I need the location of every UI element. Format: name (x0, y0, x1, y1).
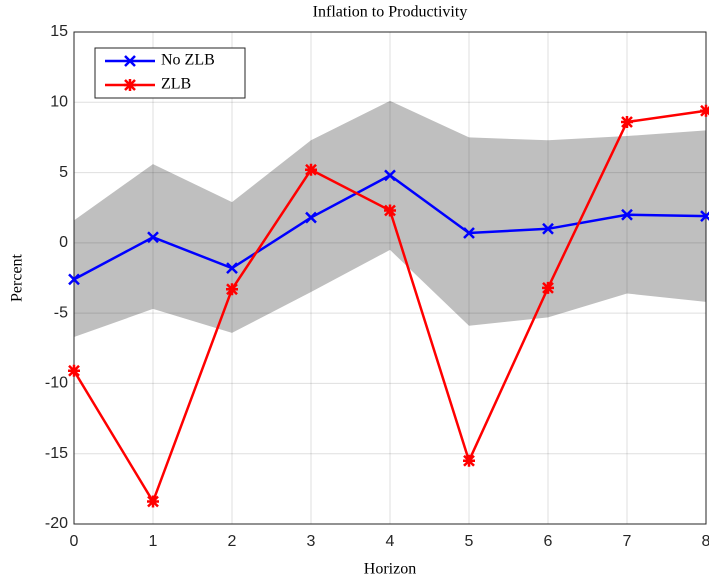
x-tick-label: 7 (623, 533, 632, 550)
marker (542, 222, 554, 235)
legend-box (94, 47, 246, 99)
marker (305, 163, 317, 176)
marker (621, 208, 633, 221)
x-tick-label: 2 (228, 533, 237, 550)
confidence-band (74, 100, 706, 338)
y-tick-label: -20 (45, 515, 68, 532)
y-tick-label: -5 (54, 304, 68, 321)
x-tick-label: 5 (465, 533, 474, 550)
marker (226, 283, 238, 296)
marker (147, 495, 159, 508)
marker (124, 79, 136, 91)
marker (147, 231, 159, 244)
y-tick-label: 5 (59, 164, 68, 181)
chart-title: Inflation to Productivity (313, 4, 468, 21)
y-tick-label: 0 (59, 234, 68, 251)
x-tick-label: 8 (702, 533, 709, 550)
x-tick-label: 3 (307, 533, 316, 550)
marker (305, 211, 317, 224)
marker (68, 364, 80, 377)
legend-label: ZLB (161, 76, 191, 93)
marker (700, 210, 709, 223)
x-tick-label: 6 (544, 533, 553, 550)
x-tick-label: 0 (70, 533, 79, 550)
marker (700, 104, 709, 117)
x-tick-label: 4 (386, 533, 395, 550)
x-axis-label: Horizon (364, 561, 416, 578)
marker (384, 204, 396, 217)
marker (68, 273, 80, 286)
y-tick-label: -15 (45, 445, 68, 462)
marker (226, 262, 238, 275)
y-axis-label: Percent (9, 253, 26, 302)
marker (621, 115, 633, 128)
marker (124, 55, 136, 67)
marker (542, 281, 554, 294)
y-tick-label: 15 (50, 23, 68, 40)
y-tick-label: 10 (50, 94, 68, 111)
marker (384, 169, 396, 182)
x-tick-label: 1 (149, 533, 158, 550)
marker (463, 454, 475, 467)
legend-label: No ZLB (161, 52, 215, 69)
y-tick-label: -10 (45, 375, 68, 392)
marker (463, 227, 475, 239)
